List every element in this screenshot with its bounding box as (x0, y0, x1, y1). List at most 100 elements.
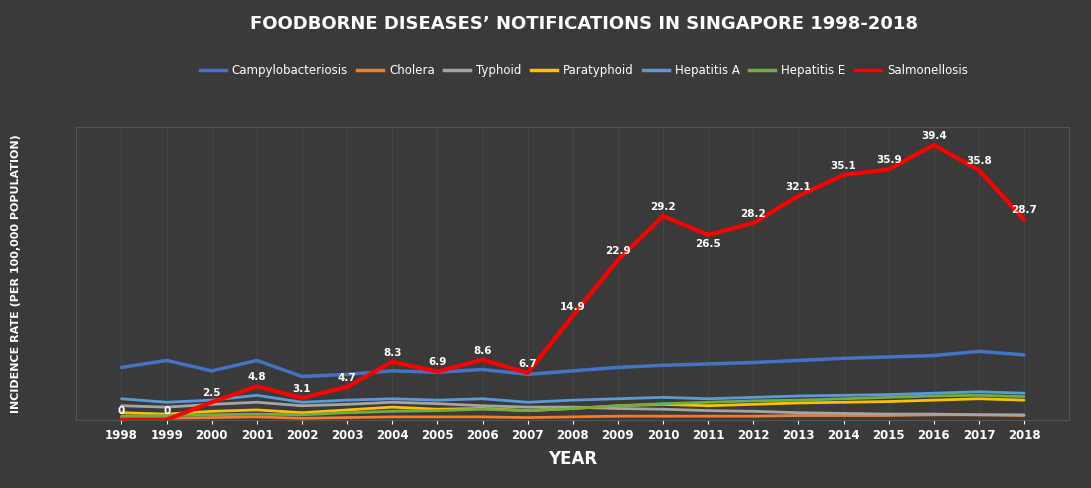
Hepatitis E (883, 394, 896, 400)
Campylobacteriosis (927, 353, 940, 359)
Campylobacteriosis (1018, 352, 1031, 358)
Cholera (792, 412, 805, 418)
Hepatitis A (657, 394, 670, 400)
Hepatitis E (746, 398, 759, 404)
Paratyphoid (611, 403, 624, 408)
Hepatitis E (296, 412, 309, 418)
Cholera (837, 412, 850, 418)
X-axis label: YEAR: YEAR (548, 450, 598, 468)
Text: 35.9: 35.9 (876, 155, 901, 165)
Typhoid (431, 401, 444, 407)
Cholera (205, 415, 218, 421)
Line: Cholera: Cholera (121, 415, 1024, 418)
Typhoid (250, 399, 263, 405)
Hepatitis A (296, 399, 309, 405)
Campylobacteriosis (340, 371, 353, 377)
Hepatitis A (476, 396, 489, 402)
Legend: Campylobacteriosis, Cholera, Typhoid, Paratyphoid, Hepatitis A, Hepatitis E, Sal: Campylobacteriosis, Cholera, Typhoid, Pa… (200, 64, 968, 78)
Typhoid (883, 411, 896, 417)
Salmonellosis (657, 213, 670, 219)
Salmonellosis (160, 417, 173, 423)
Cholera (386, 414, 399, 420)
Hepatitis E (611, 403, 624, 408)
Hepatitis E (792, 397, 805, 403)
Cholera (476, 414, 489, 420)
Line: Paratyphoid: Paratyphoid (121, 399, 1024, 414)
Salmonellosis (250, 383, 263, 389)
Campylobacteriosis (972, 348, 985, 354)
Text: 28.2: 28.2 (741, 209, 766, 219)
Hepatitis E (160, 412, 173, 418)
Paratyphoid (566, 406, 579, 411)
Typhoid (340, 402, 353, 407)
Typhoid (657, 407, 670, 412)
Campylobacteriosis (566, 368, 579, 374)
Paratyphoid (115, 410, 128, 416)
Salmonellosis (746, 220, 759, 226)
Text: 29.2: 29.2 (650, 202, 675, 212)
Campylobacteriosis (702, 361, 715, 367)
Typhoid (115, 403, 128, 408)
Line: Campylobacteriosis: Campylobacteriosis (121, 351, 1024, 376)
Campylobacteriosis (431, 369, 444, 375)
Paratyphoid (386, 404, 399, 410)
Salmonellosis (1018, 217, 1031, 223)
Cholera (657, 413, 670, 419)
Hepatitis A (883, 392, 896, 398)
Hepatitis A (205, 397, 218, 403)
Paratyphoid (340, 407, 353, 413)
Cholera (521, 415, 535, 421)
Text: 32.1: 32.1 (786, 182, 812, 192)
Campylobacteriosis (205, 368, 218, 374)
Hepatitis E (250, 411, 263, 417)
Text: 35.1: 35.1 (830, 161, 856, 171)
Salmonellosis (566, 313, 579, 319)
Paratyphoid (476, 406, 489, 411)
Salmonellosis (476, 357, 489, 363)
Salmonellosis (927, 142, 940, 148)
Cholera (702, 413, 715, 419)
Paratyphoid (521, 407, 535, 413)
Salmonellosis (792, 193, 805, 199)
Text: 22.9: 22.9 (606, 246, 631, 256)
Text: 26.5: 26.5 (695, 239, 721, 249)
Cholera (566, 414, 579, 420)
Hepatitis E (476, 407, 489, 412)
Salmonellosis (702, 232, 715, 238)
Hepatitis A (792, 393, 805, 399)
Hepatitis A (927, 390, 940, 396)
Hepatitis E (115, 413, 128, 419)
Paratyphoid (972, 396, 985, 402)
Hepatitis A (972, 389, 985, 395)
Hepatitis E (431, 407, 444, 413)
Text: 8.3: 8.3 (383, 347, 401, 358)
Salmonellosis (386, 359, 399, 365)
Salmonellosis (205, 399, 218, 405)
Hepatitis A (115, 396, 128, 402)
Text: 6.9: 6.9 (428, 357, 446, 367)
Text: 4.7: 4.7 (338, 373, 357, 383)
Typhoid (296, 403, 309, 408)
Campylobacteriosis (521, 371, 535, 377)
Campylobacteriosis (250, 358, 263, 364)
Hepatitis E (657, 401, 670, 407)
Typhoid (837, 410, 850, 416)
Text: 8.6: 8.6 (473, 346, 492, 356)
Paratyphoid (1018, 397, 1031, 403)
Typhoid (566, 404, 579, 410)
Cholera (611, 413, 624, 419)
Text: 39.4: 39.4 (921, 131, 947, 141)
Salmonellosis (611, 257, 624, 263)
Paratyphoid (837, 399, 850, 405)
Text: 0: 0 (163, 406, 170, 416)
Text: 4.8: 4.8 (248, 372, 266, 382)
Cholera (927, 412, 940, 418)
Typhoid (927, 411, 940, 417)
Salmonellosis (296, 395, 309, 401)
Line: Salmonellosis: Salmonellosis (121, 145, 1024, 420)
Salmonellosis (837, 172, 850, 178)
Line: Hepatitis E: Hepatitis E (121, 395, 1024, 416)
Hepatitis E (702, 399, 715, 405)
Hepatitis A (386, 396, 399, 402)
Hepatitis E (927, 393, 940, 399)
